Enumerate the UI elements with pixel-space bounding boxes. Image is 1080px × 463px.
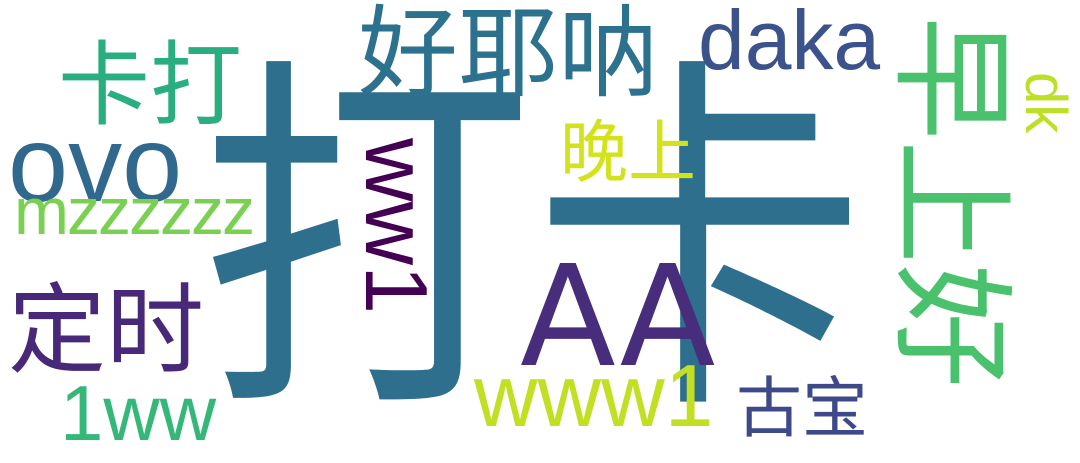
word-ww1-text: ww1: [347, 138, 446, 315]
word-wanshang-text: 晚上: [560, 114, 697, 193]
word-kada: 卡打: [58, 40, 242, 132]
word-mzzzzzz: mzzzzzz: [14, 178, 255, 244]
word-1ww: 1ww: [60, 374, 216, 452]
word-gubao: 古宝: [736, 376, 868, 442]
word-ovo: ovo: [8, 110, 182, 218]
word-da: 打卡: [200, 60, 866, 430]
word-kada-text: 卡打: [58, 32, 243, 139]
word-haoyena: 好耶呐: [358, 4, 658, 104]
word-1ww-text: 1ww: [60, 369, 217, 457]
word-AA-text: AA: [520, 236, 716, 399]
word-gubao-text: 古宝: [736, 370, 868, 447]
word-www1: www1: [474, 352, 714, 440]
word-haoyena-text: 好耶呐: [358, 0, 658, 112]
word-dk: dk: [1013, 72, 1078, 133]
word-ovo-text: ovo: [8, 103, 183, 224]
word-dk-text: dk: [1013, 72, 1078, 134]
word-da-text: 打卡: [200, 30, 866, 460]
word-zaoshanghao: 早上好: [878, 16, 1022, 388]
word-mzzzzzz-text: mzzzzzz: [14, 174, 255, 248]
word-dingshi: 定时: [8, 282, 204, 380]
word-zaoshanghao-text: 早上好: [878, 16, 1022, 389]
word-daka-text: daka: [698, 0, 881, 87]
word-ww1: ww1: [347, 138, 446, 314]
word-wanshang: 晚上: [560, 120, 696, 188]
word-AA: AA: [520, 248, 715, 388]
word-dingshi-text: 定时: [8, 274, 205, 388]
word-www1-text: www1: [474, 346, 714, 445]
word-daka: daka: [698, 0, 880, 82]
